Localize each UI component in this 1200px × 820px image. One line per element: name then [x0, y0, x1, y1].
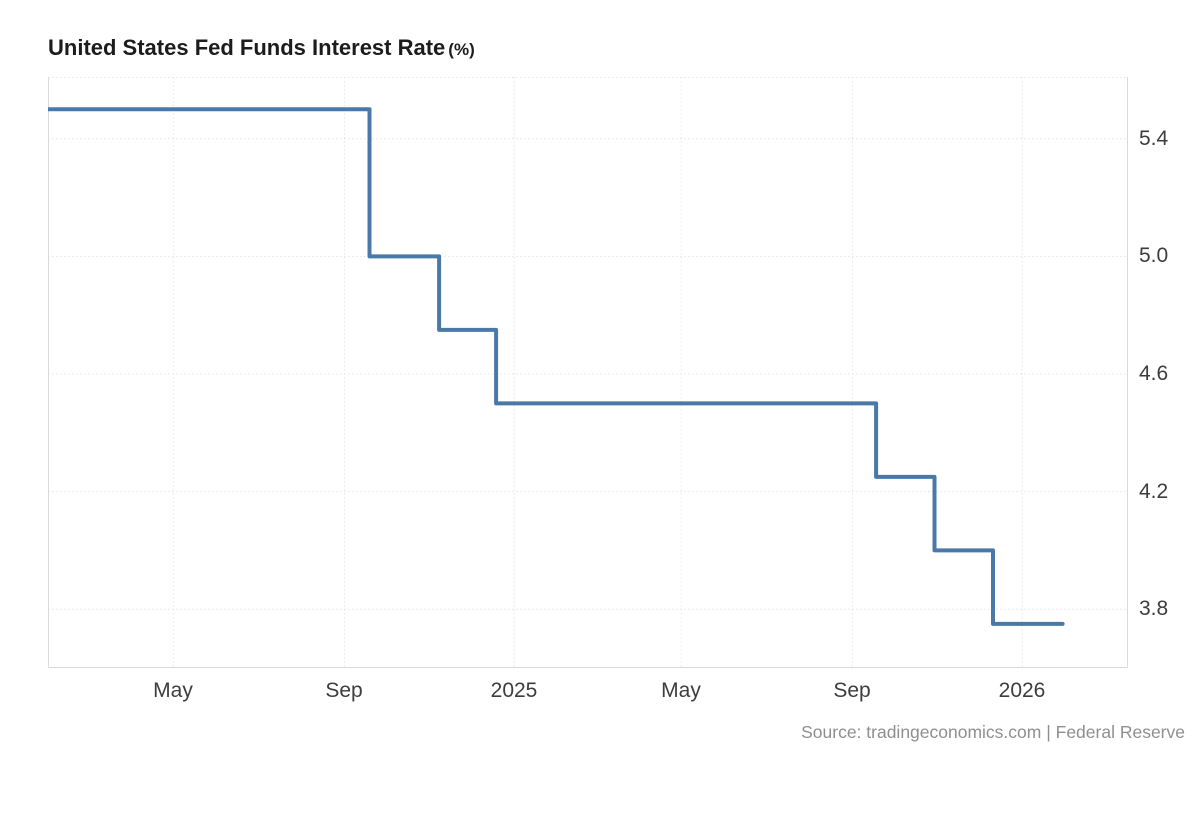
- chart-title-text: United States Fed Funds Interest Rate: [48, 35, 446, 60]
- y-axis-tick-label: 5.4: [1139, 127, 1169, 150]
- y-axis-tick-label: 4.6: [1139, 362, 1169, 385]
- x-axis-tick-label: May: [661, 679, 701, 702]
- y-axis-tick-label: 3.8: [1139, 597, 1169, 620]
- chart-title: United States Fed Funds Interest Rate (%): [48, 34, 475, 64]
- x-axis-tick-label: May: [153, 679, 193, 702]
- chart-title-unit: (%): [448, 40, 475, 59]
- x-axis-tick-label: Sep: [325, 679, 363, 702]
- rate-step-chart-canvas[interactable]: [48, 77, 1128, 668]
- x-axis-tick-label: 2025: [490, 679, 538, 702]
- rate-step-line[interactable]: [48, 107, 1065, 626]
- y-axis-tick-label: 5.0: [1139, 244, 1169, 267]
- source-attribution: Source: tradingeconomics.com | Federal R…: [801, 722, 1185, 742]
- y-axis-tick-label: 4.2: [1139, 480, 1169, 503]
- x-axis-tick-label: Sep: [833, 679, 871, 702]
- x-axis-tick-label: 2026: [998, 679, 1046, 702]
